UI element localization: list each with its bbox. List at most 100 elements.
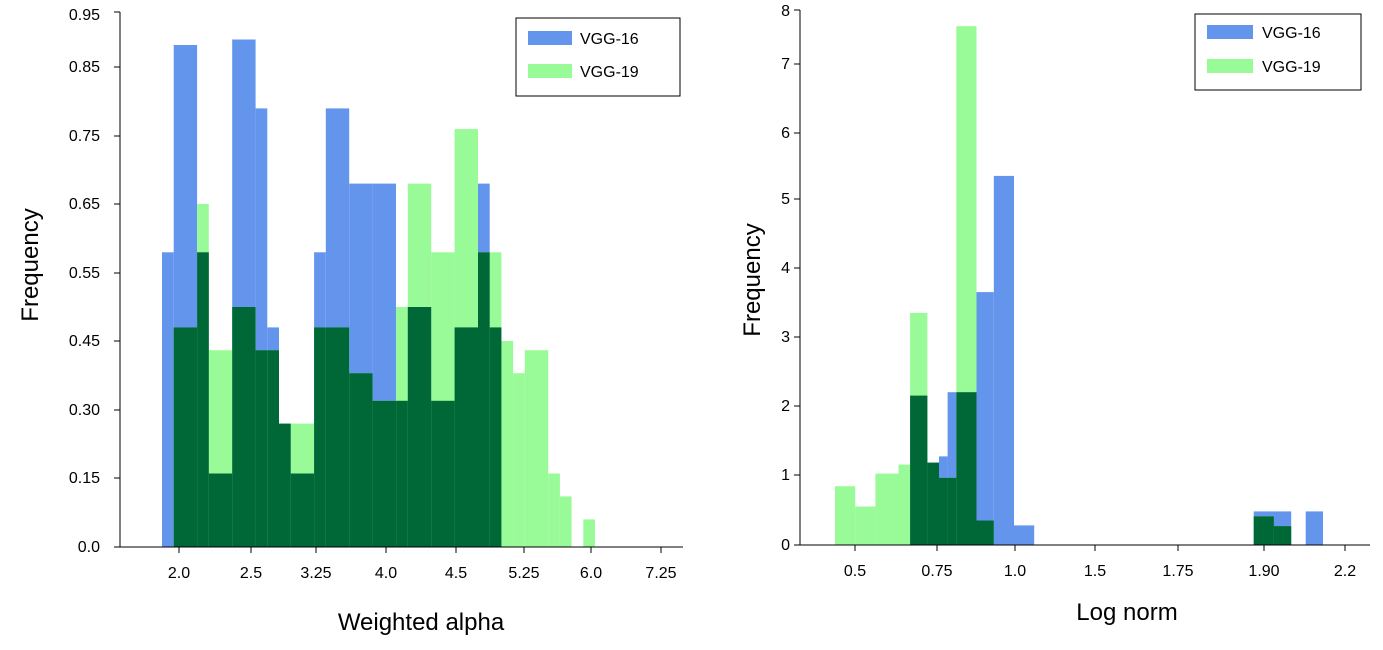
y-tick: 6 bbox=[781, 125, 800, 142]
bar-overlap bbox=[956, 392, 977, 545]
bar-overlap bbox=[372, 400, 396, 547]
y-tick-label: 0 bbox=[781, 537, 790, 554]
bar-overlap bbox=[396, 400, 408, 547]
bar-overlap bbox=[349, 373, 373, 547]
bar-overlap bbox=[255, 350, 268, 547]
bar-overlap bbox=[1273, 526, 1292, 545]
legend-entry: VGG-16 bbox=[1207, 25, 1321, 42]
legend-entry: VGG-19 bbox=[1207, 59, 1321, 76]
bar-vgg19 bbox=[898, 464, 911, 545]
legend-swatch-vgg16 bbox=[528, 31, 572, 45]
x-tick: 4.5 bbox=[445, 547, 467, 582]
bar-overlap bbox=[454, 327, 478, 547]
bar-vgg16 bbox=[993, 175, 1014, 545]
bar-overlap bbox=[489, 327, 502, 547]
y-tick: 0.85 bbox=[69, 59, 120, 76]
x-tick-label: 7.25 bbox=[645, 565, 676, 582]
bar-overlap bbox=[407, 307, 432, 547]
y-tick: 2 bbox=[781, 398, 800, 415]
bar-vgg16 bbox=[1305, 511, 1323, 545]
x-tick-label: 0.5 bbox=[844, 563, 866, 580]
x-tick-label: 1.5 bbox=[1084, 563, 1106, 580]
y-tick: 0.15 bbox=[69, 470, 120, 487]
bar-overlap bbox=[1253, 516, 1274, 545]
y-tick-label: 3 bbox=[781, 329, 790, 346]
y-tick: 1 bbox=[781, 467, 800, 484]
bar-overlap bbox=[431, 400, 455, 547]
x-tick-label: 4.0 bbox=[375, 565, 397, 582]
bar-overlap bbox=[279, 423, 291, 547]
y-tick: 5 bbox=[781, 191, 800, 208]
bar-overlap bbox=[947, 477, 957, 545]
x-tick: 6.0 bbox=[580, 547, 602, 582]
bar-overlap bbox=[927, 462, 939, 545]
y-axis-label: Frequency bbox=[17, 208, 44, 321]
y-tick-label: 4 bbox=[781, 260, 790, 277]
legend-entry: VGG-16 bbox=[528, 31, 639, 48]
y-tick: 0.30 bbox=[69, 402, 120, 419]
x-tick: 0.5 bbox=[844, 545, 866, 580]
x-tick: 1.0 bbox=[1004, 545, 1026, 580]
x-tick: 7.25 bbox=[645, 547, 677, 582]
legend-entry: VGG-19 bbox=[528, 64, 639, 81]
x-tick-label: 2.0 bbox=[168, 565, 190, 582]
bar-vgg19 bbox=[501, 341, 514, 547]
y-tick-label: 7 bbox=[781, 56, 790, 73]
bar-overlap bbox=[939, 477, 948, 545]
legend-label: VGG-16 bbox=[1262, 25, 1321, 42]
x-tick: 2.5 bbox=[240, 547, 262, 582]
y-tick: 0 bbox=[781, 537, 800, 554]
legend-label: VGG-16 bbox=[580, 31, 639, 48]
bar-vgg19 bbox=[513, 373, 525, 547]
bar-overlap bbox=[976, 520, 994, 545]
bar-overlap bbox=[325, 327, 350, 547]
bar-vgg19 bbox=[524, 350, 549, 547]
y-tick-label: 0.95 bbox=[69, 7, 100, 24]
y-tick: 4 bbox=[781, 260, 800, 277]
bar-vgg16 bbox=[255, 108, 268, 548]
bar-vgg19 bbox=[855, 506, 876, 545]
y-ticks: 0 1 2 3 4 5 6 7 8 bbox=[781, 3, 800, 554]
y-tick-label: 0.0 bbox=[78, 539, 100, 556]
legend-swatch-vgg19 bbox=[1207, 59, 1253, 73]
bar-overlap bbox=[314, 327, 326, 547]
y-tick-label: 1 bbox=[781, 467, 790, 484]
x-tick: 3.25 bbox=[300, 547, 332, 582]
bar-overlap bbox=[173, 327, 198, 547]
bar-overlap bbox=[290, 473, 315, 547]
bar-vgg19 bbox=[583, 519, 595, 547]
x-tick: 4.0 bbox=[375, 547, 397, 582]
y-tick: 7 bbox=[781, 56, 800, 73]
bar-overlap bbox=[910, 395, 928, 545]
x-tick: 1.5 bbox=[1084, 545, 1106, 580]
bar-overlap bbox=[267, 350, 279, 547]
y-tick: 8 bbox=[781, 3, 800, 20]
legend-label: VGG-19 bbox=[1262, 59, 1321, 76]
x-tick-label: 6.0 bbox=[580, 565, 602, 582]
legend-swatch-vgg19 bbox=[528, 64, 572, 78]
x-tick: 2.2 bbox=[1334, 545, 1356, 580]
bar-overlap bbox=[208, 473, 233, 547]
y-tick-label: 0.45 bbox=[69, 333, 100, 350]
x-tick: 2.0 bbox=[168, 547, 190, 582]
bar-vgg19 bbox=[835, 486, 856, 545]
x-tick-label: 0.75 bbox=[921, 563, 952, 580]
histogram-bars bbox=[162, 39, 595, 548]
x-tick-label: 1.75 bbox=[1162, 563, 1193, 580]
y-tick-label: 0.55 bbox=[69, 265, 100, 282]
chart-weighted-alpha: 0.0 0.15 0.30 0.45 0.55 0.65 0.75 0.85 0… bbox=[17, 7, 683, 636]
y-tick-label: 6 bbox=[781, 125, 790, 142]
x-tick-label: 2.2 bbox=[1334, 563, 1356, 580]
y-tick-label: 0.75 bbox=[69, 128, 100, 145]
y-tick-label: 5 bbox=[781, 191, 790, 208]
y-tick: 0.55 bbox=[69, 265, 120, 282]
bar-vgg16 bbox=[976, 292, 994, 545]
x-ticks: 2.0 2.5 3.25 4.0 4.5 5.25 6.0 7.25 bbox=[168, 547, 677, 582]
bar-vgg16 bbox=[162, 252, 174, 548]
legend: VGG-16 VGG-19 bbox=[515, 17, 681, 97]
bar-vgg16 bbox=[1014, 525, 1035, 545]
x-tick-label: 1.90 bbox=[1248, 563, 1279, 580]
legend-box bbox=[515, 17, 681, 97]
histogram-bars bbox=[835, 26, 1323, 545]
